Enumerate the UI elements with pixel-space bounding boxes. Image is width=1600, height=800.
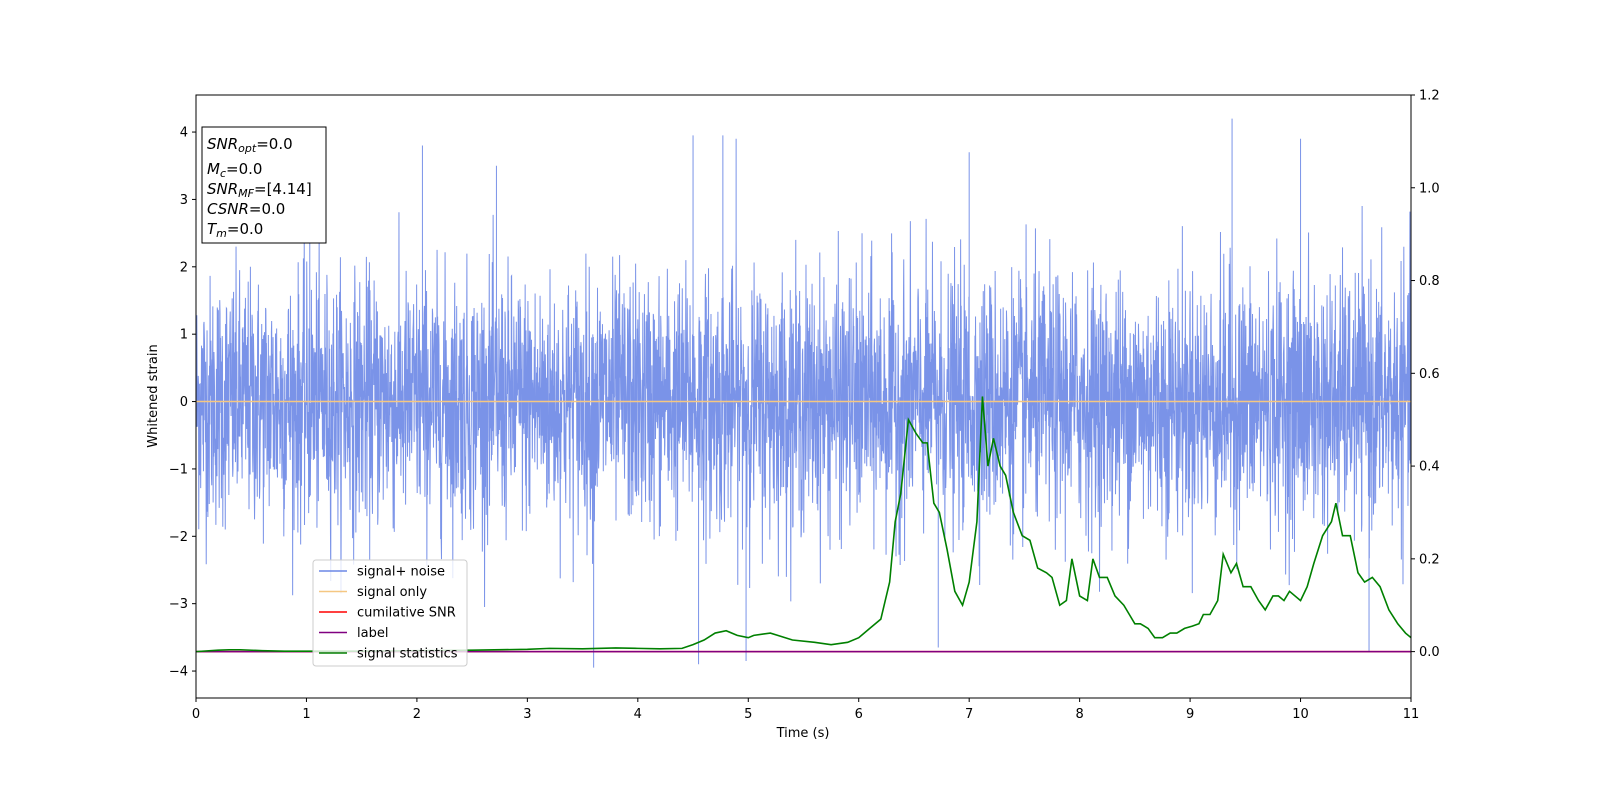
info-value: =0.0 bbox=[256, 135, 292, 153]
x-tick-label: 5 bbox=[744, 707, 752, 722]
plot-frame bbox=[195, 94, 1412, 699]
y-axis: −4 −3 −2 −1 0 1 2 3 4 bbox=[169, 126, 196, 680]
x-tick-label: 10 bbox=[1292, 707, 1309, 722]
x-tick-label: 1 bbox=[302, 707, 310, 722]
plot-area bbox=[196, 118, 1411, 668]
x-tick-label: 6 bbox=[855, 707, 863, 722]
legend-entry-label: cumilative SNR bbox=[357, 606, 456, 621]
info-subscript: MF bbox=[238, 187, 254, 200]
y-tick-label: 4 bbox=[180, 126, 188, 141]
y2-tick-label: 0.0 bbox=[1419, 645, 1440, 660]
info-value: =0.0 bbox=[249, 200, 285, 218]
x-tick-label: 0 bbox=[192, 707, 200, 722]
signal-statistics-series bbox=[196, 396, 1411, 653]
info-var: SNR bbox=[207, 180, 238, 198]
x-axis-label: Time (s) bbox=[776, 726, 830, 741]
y-tick-label: −2 bbox=[169, 530, 188, 545]
x-tick-label: 9 bbox=[1186, 707, 1194, 722]
y2-tick-label: 0.6 bbox=[1419, 367, 1440, 382]
y-tick-label: −3 bbox=[169, 597, 188, 612]
legend-entry-label: signal+ noise bbox=[357, 565, 445, 580]
y-tick-label: −1 bbox=[169, 462, 188, 477]
info-var: SNR bbox=[207, 135, 238, 153]
x-tick-label: 7 bbox=[965, 707, 973, 722]
info-line: Mc=0.0 bbox=[207, 160, 262, 180]
y-tick-label: 1 bbox=[180, 328, 188, 343]
legend-entry-label: signal statistics bbox=[357, 647, 458, 662]
info-subscript: c bbox=[220, 167, 226, 180]
info-annotation-box: SNRopt=0.0Mc=0.0SNRMF=[4.14]CSNR=0.0Tm=0… bbox=[201, 126, 327, 244]
x-tick-label: 4 bbox=[634, 707, 642, 722]
y2-tick-label: 1.0 bbox=[1419, 181, 1440, 196]
info-var: CSNR bbox=[207, 200, 249, 218]
info-line: Tm=0.0 bbox=[207, 220, 263, 240]
info-value: =0.0 bbox=[227, 220, 263, 238]
y2-axis: 0.0 0.2 0.4 0.6 0.8 1.0 1.2 bbox=[1411, 89, 1440, 660]
info-value: =0.0 bbox=[226, 160, 262, 178]
y-axis-label: Whitened strain bbox=[146, 344, 161, 447]
info-subscript: opt bbox=[238, 142, 257, 155]
y-tick-label: 2 bbox=[180, 260, 188, 275]
x-tick-label: 8 bbox=[1075, 707, 1083, 722]
y-tick-label: −4 bbox=[169, 665, 188, 680]
y-tick-label: 3 bbox=[180, 193, 188, 208]
info-line: SNRMF=[4.14] bbox=[207, 180, 312, 200]
info-subscript: m bbox=[216, 227, 227, 240]
info-line: SNRopt=0.0 bbox=[207, 135, 293, 155]
x-tick-label: 11 bbox=[1403, 707, 1420, 722]
y2-tick-label: 0.2 bbox=[1419, 552, 1440, 567]
info-var: T bbox=[207, 220, 218, 238]
info-var: M bbox=[207, 160, 220, 178]
info-line: CSNR=0.0 bbox=[207, 200, 285, 218]
legend-entry-label: signal only bbox=[357, 585, 427, 600]
info-box-frame bbox=[201, 126, 327, 244]
y-tick-label: 0 bbox=[180, 395, 188, 410]
legend-frame bbox=[312, 559, 468, 667]
y2-tick-label: 0.8 bbox=[1419, 274, 1440, 289]
y2-tick-label: 0.4 bbox=[1419, 460, 1440, 475]
legend-entry-label: label bbox=[357, 626, 388, 641]
x-tick-label: 3 bbox=[523, 707, 531, 722]
legend: signal+ noise signal only cumilative SNR la… bbox=[312, 559, 468, 667]
signal-noise-series bbox=[196, 118, 1411, 668]
info-value: =[4.14] bbox=[254, 180, 312, 198]
y2-tick-label: 1.2 bbox=[1419, 89, 1440, 104]
x-axis: 0 1 2 3 4 5 6 7 8 9 10 11 bbox=[192, 698, 1419, 722]
x-tick-label: 2 bbox=[413, 707, 421, 722]
